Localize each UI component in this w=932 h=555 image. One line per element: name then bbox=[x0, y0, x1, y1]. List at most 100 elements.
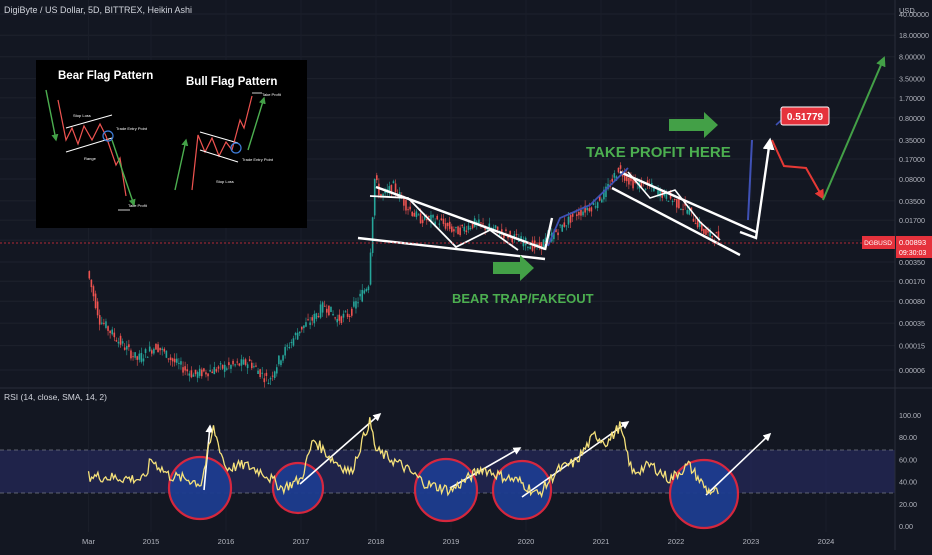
breakout-line bbox=[543, 217, 554, 251]
candle-body bbox=[578, 212, 580, 216]
candle-body bbox=[351, 308, 353, 316]
candle-body bbox=[209, 369, 211, 372]
candle-body bbox=[529, 246, 532, 250]
candle-body bbox=[513, 234, 516, 238]
candle-body bbox=[617, 167, 620, 173]
candle-body bbox=[451, 226, 453, 232]
price-axis[interactable]: 40.00000 18.00000 8.00000 3.50000 1.70000 0.8… bbox=[899, 10, 929, 375]
candle-body bbox=[576, 214, 578, 217]
candle-body bbox=[590, 207, 593, 212]
candle-body bbox=[307, 319, 309, 321]
price-tick-label: 0.00015 bbox=[899, 342, 925, 351]
candle-body bbox=[476, 221, 478, 224]
time-tick-label: 2020 bbox=[518, 537, 535, 546]
candle-body bbox=[496, 226, 499, 230]
candle-body bbox=[255, 365, 257, 367]
candle-body bbox=[665, 192, 668, 199]
candle-body bbox=[426, 218, 428, 221]
candle-body bbox=[538, 242, 541, 247]
candle-body bbox=[686, 210, 689, 214]
candle-body bbox=[486, 229, 489, 231]
candle-body bbox=[261, 372, 264, 374]
candle-body bbox=[673, 198, 676, 200]
candle-body bbox=[503, 233, 505, 239]
candle-body bbox=[586, 207, 589, 211]
rsi-tick-label: 40.00 bbox=[899, 478, 917, 487]
candle-body bbox=[176, 358, 178, 363]
candle-body bbox=[657, 190, 659, 195]
candle-body bbox=[509, 231, 511, 235]
last-price-tag bbox=[896, 236, 932, 258]
candle-body bbox=[230, 364, 232, 369]
inset-bear-price bbox=[57, 99, 107, 146]
candle-body bbox=[111, 329, 114, 335]
candle-body bbox=[553, 232, 555, 240]
candle-body bbox=[217, 366, 220, 369]
rsi-axis[interactable]: 100.00 80.00 60.00 40.00 20.00 0.00 bbox=[899, 411, 921, 531]
rsi-oversold-circle bbox=[413, 457, 479, 523]
candle-body bbox=[442, 218, 445, 224]
candle-body bbox=[315, 313, 318, 319]
rsi-tick-label: 100.00 bbox=[899, 411, 921, 420]
candle-body bbox=[584, 205, 586, 213]
candle-body bbox=[413, 212, 416, 217]
candle-body bbox=[159, 347, 161, 351]
candle-body bbox=[423, 214, 426, 220]
candle-body bbox=[582, 211, 584, 216]
candle-body bbox=[334, 317, 336, 319]
candle-body bbox=[580, 209, 582, 216]
target-arrow bbox=[822, 56, 886, 201]
time-tick-label: 2019 bbox=[443, 537, 460, 546]
candle-body bbox=[651, 183, 653, 187]
candle-body bbox=[269, 378, 272, 380]
candle-body bbox=[498, 234, 501, 236]
candle-body bbox=[359, 293, 361, 297]
candle-body bbox=[205, 372, 207, 375]
candle-body bbox=[494, 225, 497, 228]
candle-body bbox=[94, 293, 97, 309]
candle-body bbox=[696, 219, 699, 228]
rsi-circles bbox=[167, 455, 740, 530]
rsi-oversold-circle bbox=[668, 458, 740, 530]
bear-take-profit-label: Take Profit bbox=[128, 203, 148, 208]
candle-body bbox=[457, 226, 459, 235]
candle-body bbox=[148, 346, 151, 352]
candle-body bbox=[257, 370, 259, 374]
candle-body bbox=[188, 373, 191, 376]
candle-body bbox=[417, 214, 420, 216]
rsi-arrow bbox=[705, 432, 772, 496]
time-axis[interactable]: Mar 2015 2016 2017 2018 2019 2020 2021 2022 2023 2… bbox=[82, 537, 834, 546]
price-tick-label: 1.70000 bbox=[899, 94, 925, 103]
inset-bear-breakdown bbox=[105, 135, 127, 197]
candle-body bbox=[223, 364, 226, 372]
candle-body bbox=[409, 206, 411, 210]
candle-body bbox=[682, 209, 684, 211]
candle-body bbox=[511, 237, 514, 243]
candle-body bbox=[284, 346, 286, 356]
candle-body bbox=[244, 359, 247, 365]
candle-body bbox=[153, 348, 155, 354]
candle-body bbox=[140, 352, 143, 362]
candle-body bbox=[130, 350, 132, 359]
inset-bear-target bbox=[111, 139, 136, 207]
candle-body bbox=[653, 187, 655, 192]
candle-body bbox=[236, 361, 239, 363]
candle-body bbox=[621, 174, 624, 177]
inset-bull-breakout bbox=[231, 95, 253, 151]
candle-body bbox=[428, 215, 430, 218]
candle-body bbox=[378, 183, 380, 196]
candle-body bbox=[705, 229, 707, 235]
candle-body bbox=[717, 231, 720, 240]
candle-body bbox=[527, 246, 529, 248]
candle-body bbox=[392, 181, 395, 184]
bull-stop-loss-label: Stop Loss bbox=[216, 179, 234, 184]
candle-body bbox=[567, 216, 570, 225]
channel-2-upper-line bbox=[619, 170, 757, 234]
candle-body bbox=[126, 346, 128, 350]
candle-body bbox=[626, 174, 628, 182]
candle-body bbox=[698, 221, 701, 227]
candle-body bbox=[280, 360, 282, 366]
candle-body bbox=[344, 311, 347, 313]
candle-body bbox=[592, 202, 595, 206]
